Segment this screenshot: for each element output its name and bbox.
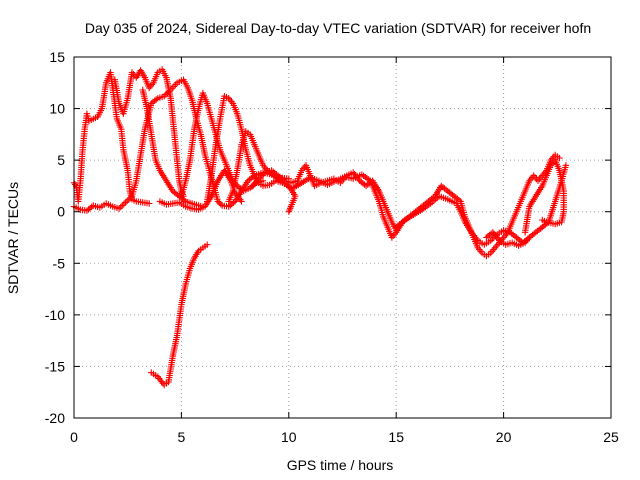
series-arc-6 xyxy=(148,241,211,389)
data-point xyxy=(146,200,153,207)
series-arc-5 xyxy=(156,167,245,213)
data-point xyxy=(539,216,546,224)
x-tick-label: 15 xyxy=(388,429,404,445)
data-point xyxy=(214,198,222,205)
data-point xyxy=(71,181,79,188)
data-point xyxy=(285,208,292,215)
data-points xyxy=(70,66,570,389)
data-point xyxy=(284,183,292,190)
x-axis-label: GPS time / hours xyxy=(287,457,394,473)
plot-frame xyxy=(73,56,612,419)
series-arc-1 xyxy=(70,69,153,207)
series-arc-7 xyxy=(178,89,267,200)
series-arc-14 xyxy=(521,156,567,236)
y-tick-label: 15 xyxy=(49,49,65,65)
y-tick-label: 5 xyxy=(57,152,65,168)
data-point xyxy=(556,154,563,162)
series-arc-13 xyxy=(483,229,533,249)
y-tick-label: 10 xyxy=(49,101,65,117)
y-tick-label: -15 xyxy=(45,358,65,374)
data-point xyxy=(216,199,223,206)
series-arc-4 xyxy=(139,86,207,210)
data-point xyxy=(562,162,570,169)
x-tick-label: 10 xyxy=(281,429,297,445)
x-tick-label: 5 xyxy=(178,429,186,445)
series-arc-9 xyxy=(225,128,299,215)
y-tick-label: -10 xyxy=(45,307,65,323)
data-point xyxy=(526,234,533,241)
y-tick-label: -20 xyxy=(45,410,65,426)
data-point xyxy=(217,201,224,208)
axes: 0 5 10 15 20 25 15 10 5 0 -5 -10 -15 -20 xyxy=(45,49,619,445)
x-tick-label: 20 xyxy=(496,429,512,445)
chart-title: Day 035 of 2024, Sidereal Day-to-day VTE… xyxy=(85,20,591,36)
x-tick-label: 0 xyxy=(70,429,78,445)
x-tick-label: 25 xyxy=(603,429,619,445)
y-tick-label: 0 xyxy=(57,204,65,220)
y-tick-label: -5 xyxy=(53,255,66,271)
data-point xyxy=(204,241,211,248)
data-point xyxy=(238,198,245,205)
grid xyxy=(74,57,611,418)
y-axis-label: SDTVAR / TECUs xyxy=(5,182,21,294)
